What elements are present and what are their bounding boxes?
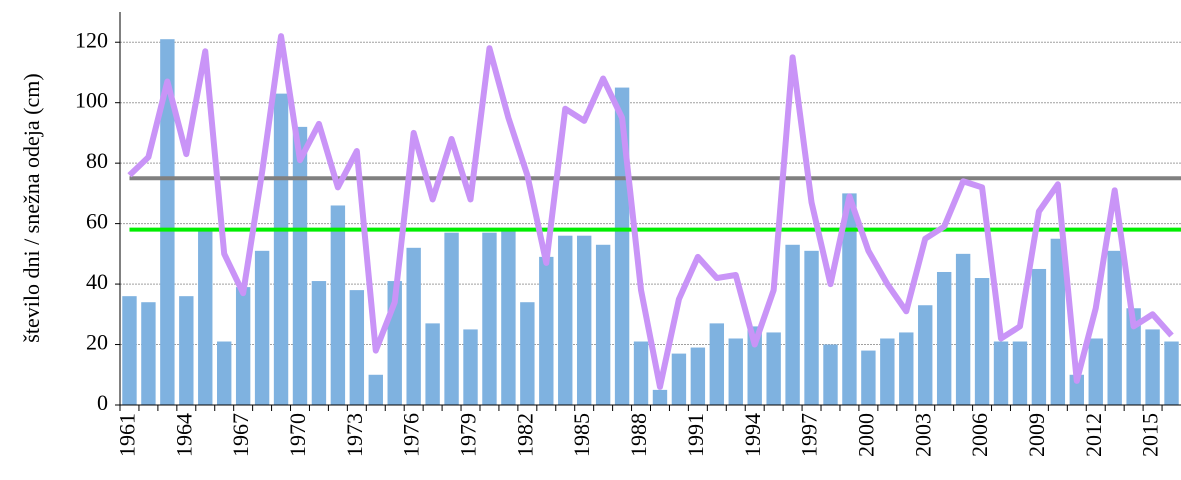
bar <box>406 247 421 405</box>
bar <box>368 374 383 405</box>
bar <box>823 344 838 405</box>
bar <box>349 290 365 405</box>
bar <box>273 93 289 405</box>
bar <box>785 244 800 405</box>
bar <box>652 389 668 405</box>
bar <box>425 323 440 405</box>
bar <box>444 232 459 405</box>
x-tick-label: 2009 <box>1024 413 1049 457</box>
bar <box>1126 308 1141 405</box>
x-tick-label: 2015 <box>1138 413 1163 457</box>
y-axis-title: število dni / snežna odeja (cm) <box>19 73 44 342</box>
bar <box>179 296 194 405</box>
bar <box>633 341 649 405</box>
bar <box>728 338 743 405</box>
y-tick-label: 0 <box>97 390 108 415</box>
bar <box>501 229 516 405</box>
x-tick-label: 1985 <box>569 413 594 457</box>
x-tick-label: 2006 <box>967 413 992 457</box>
x-tick-label: 1997 <box>797 413 822 457</box>
x-tick-label: 1970 <box>285 413 310 457</box>
bar <box>1164 341 1179 405</box>
bar <box>993 341 1009 405</box>
x-tick-label: 2000 <box>853 413 878 457</box>
x-tick-label: 1988 <box>626 413 651 457</box>
bar <box>936 271 952 405</box>
bar <box>141 302 156 405</box>
bar <box>690 347 706 405</box>
bar <box>482 232 497 405</box>
x-tick-label: 1994 <box>740 413 765 457</box>
bar <box>330 205 346 405</box>
bar <box>595 244 611 405</box>
x-tick-label: 1961 <box>115 413 140 457</box>
x-tick-label: 2012 <box>1081 413 1106 457</box>
bar <box>217 341 232 405</box>
bar <box>899 332 914 405</box>
x-tick-label: 1982 <box>512 413 537 457</box>
bar <box>160 39 175 405</box>
line <box>127 33 1174 390</box>
bar <box>747 326 762 405</box>
bar <box>254 250 270 405</box>
x-tick-label: 2003 <box>910 413 935 457</box>
y-tick-label: 60 <box>86 209 108 234</box>
x-tick-label: 1979 <box>456 413 481 457</box>
bar <box>1031 268 1047 405</box>
bar <box>974 278 990 405</box>
bar <box>880 338 895 405</box>
bar <box>122 296 137 405</box>
bar <box>1088 338 1103 405</box>
bar <box>292 126 308 405</box>
bar <box>842 193 857 405</box>
y-tick-label: 80 <box>86 148 108 173</box>
bar <box>520 302 535 405</box>
bar <box>671 353 687 405</box>
x-tick-label: 1976 <box>399 413 424 457</box>
bar <box>539 256 554 405</box>
bar <box>463 329 478 405</box>
bar <box>709 323 725 405</box>
bar <box>198 229 213 405</box>
y-tick-label: 40 <box>86 269 108 294</box>
x-tick-label: 1967 <box>228 413 253 457</box>
bar <box>311 281 327 405</box>
x-tick-label: 1964 <box>171 413 196 457</box>
bar <box>576 235 592 405</box>
bar <box>1050 238 1066 405</box>
bar <box>861 350 876 405</box>
bar <box>766 332 781 405</box>
bar <box>918 305 933 405</box>
bar <box>1107 250 1122 405</box>
bar <box>955 253 971 405</box>
bar <box>235 287 251 405</box>
bar <box>558 235 573 405</box>
x-tick-label: 1991 <box>683 413 708 457</box>
bar <box>1069 374 1084 405</box>
bar <box>804 250 819 405</box>
y-tick-label: 20 <box>86 330 108 355</box>
y-tick-label: 120 <box>75 27 108 52</box>
bar <box>1145 329 1160 405</box>
x-tick-label: 1973 <box>342 413 367 457</box>
y-tick-label: 100 <box>75 88 108 113</box>
bar <box>1012 341 1028 405</box>
